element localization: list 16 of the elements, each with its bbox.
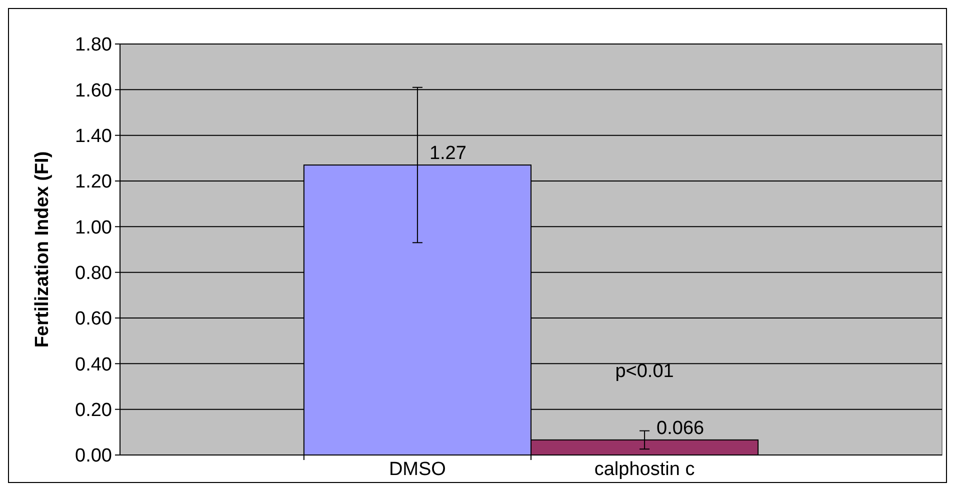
y-tick-label: 0.80: [75, 262, 112, 284]
x-tick-label: DMSO: [388, 459, 446, 480]
y-tick-label: 0.60: [75, 308, 112, 330]
data-label: 1.27: [429, 143, 466, 164]
y-tick-label: 1.80: [75, 34, 112, 56]
data-label: 0.066: [656, 418, 704, 439]
y-tick-label: 1.40: [75, 126, 112, 147]
y-tick-label: 1.20: [75, 172, 112, 193]
y-tick-label: 1.00: [75, 217, 112, 238]
y-tick-label: 0.40: [75, 354, 112, 376]
y-tick-label: 1.60: [75, 80, 112, 102]
y-tick-label: 0.00: [75, 446, 112, 467]
y-tick-label: 0.20: [75, 400, 112, 421]
y-axis-title: Fertilization Index (FI): [32, 151, 53, 348]
x-tick-label: calphostin c: [594, 459, 695, 480]
annotation: p<0.01: [615, 360, 674, 382]
